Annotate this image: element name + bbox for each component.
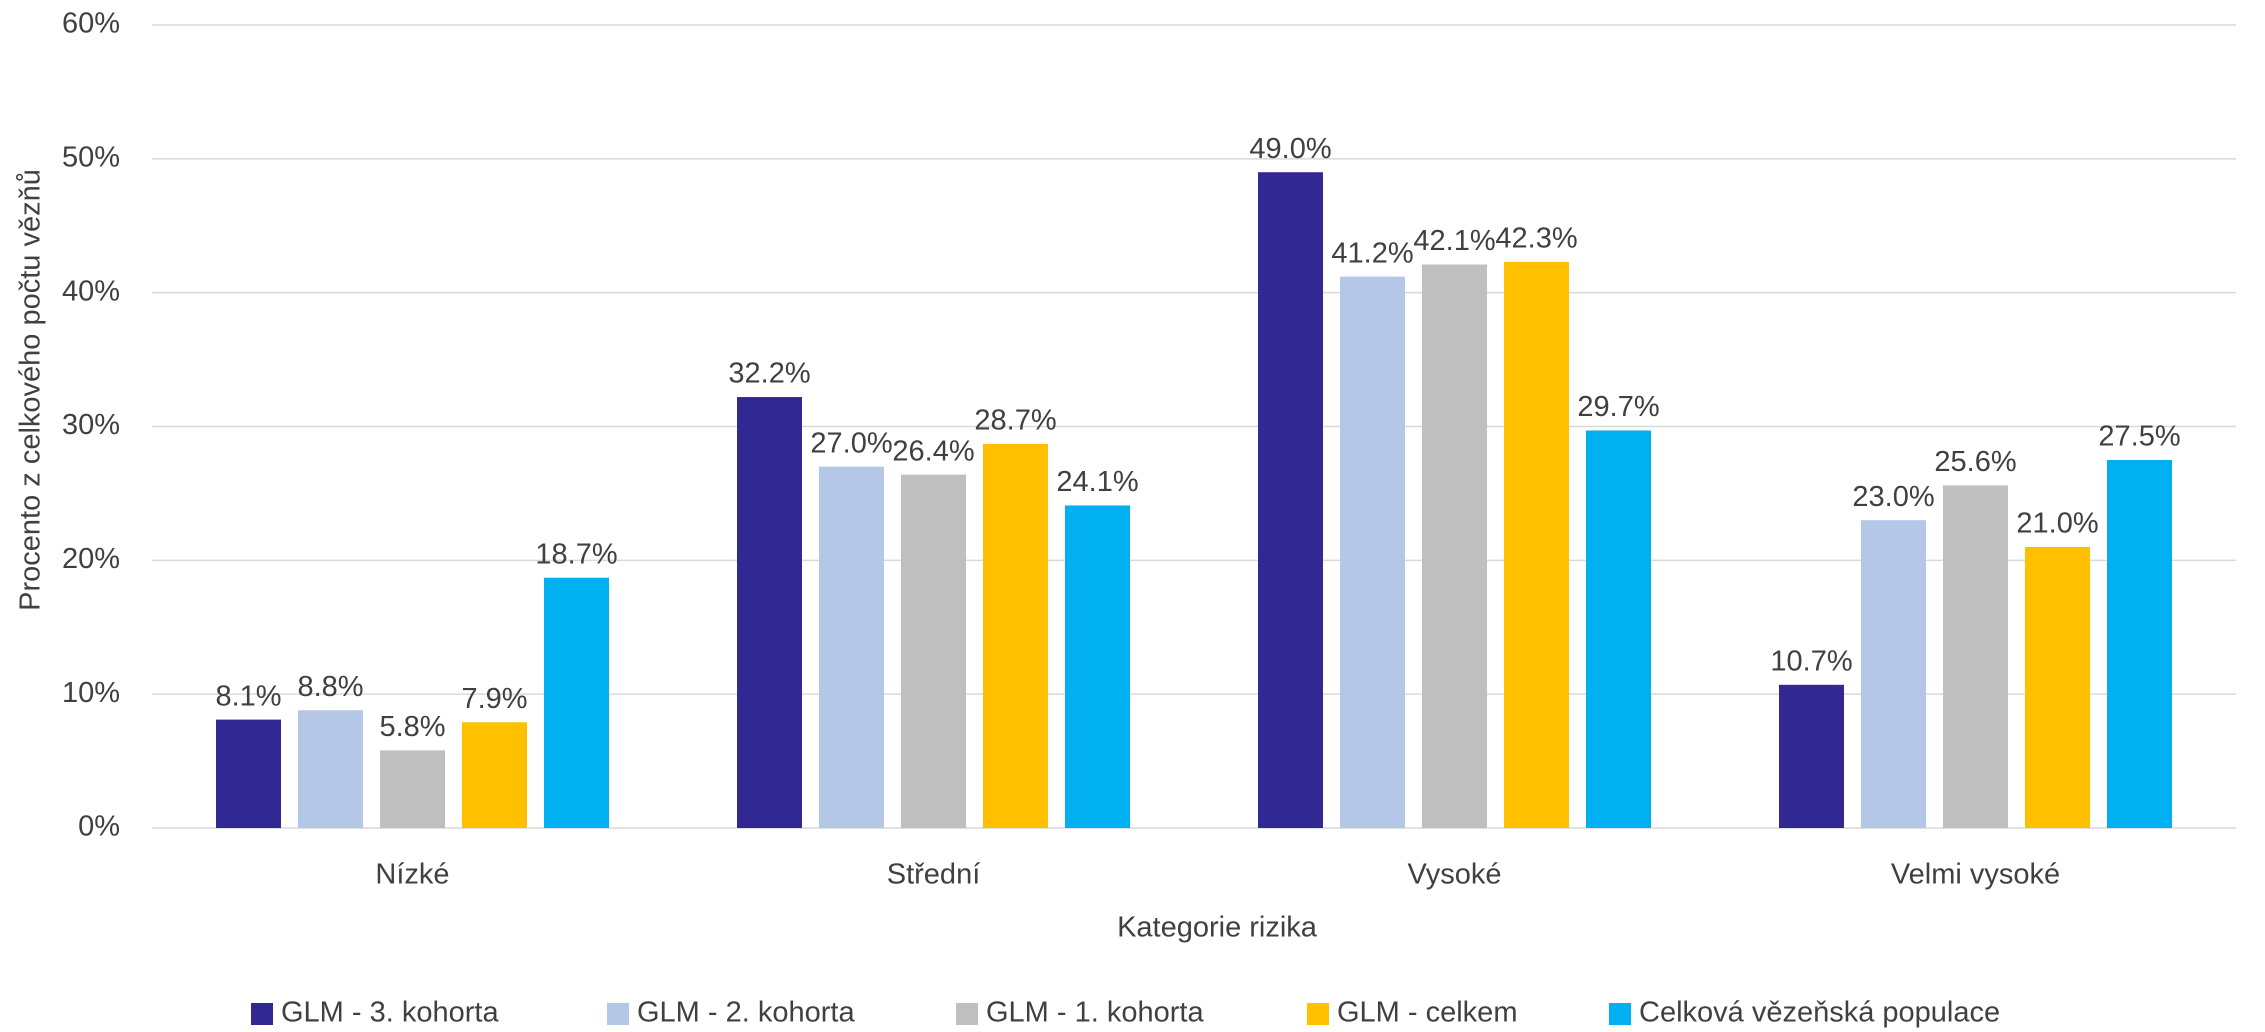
data-label: 25.6% [1934, 446, 2016, 478]
bar [2025, 546, 2090, 828]
y-tick-label: 0% [78, 811, 120, 843]
data-label: 26.4% [892, 435, 974, 467]
y-tick-label: 50% [62, 141, 120, 173]
data-label: 27.0% [810, 427, 892, 459]
y-tick-label: 60% [62, 8, 120, 40]
bar [1422, 264, 1487, 829]
bar [901, 474, 966, 828]
bar [1065, 505, 1130, 828]
bar [544, 577, 609, 828]
bar [462, 722, 527, 828]
data-label: 7.9% [461, 683, 527, 715]
y-tick-label: 20% [62, 543, 120, 575]
bar [1258, 172, 1323, 828]
legend-label: GLM - 2. kohorta [637, 997, 855, 1029]
x-tick-label: Střední [887, 859, 981, 891]
x-tick-label: Nízké [375, 859, 449, 891]
bar [819, 466, 884, 828]
legend-swatch [956, 1003, 978, 1025]
x-axis-title: Kategorie rizika [1117, 912, 1318, 944]
legend-swatch [1609, 1003, 1631, 1025]
data-label: 42.1% [1413, 225, 1495, 257]
legend-label: GLM - 1. kohorta [986, 997, 1204, 1029]
bar [737, 397, 802, 828]
data-label: 5.8% [379, 711, 445, 743]
data-label: 49.0% [1249, 133, 1331, 165]
data-label: 32.2% [728, 358, 810, 390]
x-tick-label: Vysoké [1407, 859, 1501, 891]
data-label: 27.5% [2098, 421, 2180, 453]
bar [1586, 430, 1651, 828]
legend-label: GLM - 3. kohorta [281, 997, 499, 1029]
data-label: 18.7% [535, 538, 617, 570]
x-tick-label: Velmi vysoké [1891, 859, 2060, 891]
data-label: 42.3% [1495, 223, 1577, 255]
legend-label: Celková vězeňská populace [1639, 997, 2000, 1029]
data-label: 10.7% [1770, 645, 1852, 677]
bar [1861, 520, 1926, 828]
bar [1943, 485, 2008, 828]
bar [216, 719, 281, 828]
legend-swatch [1307, 1003, 1329, 1025]
legend-label: GLM - celkem [1337, 997, 1517, 1029]
bar [380, 750, 445, 828]
bar [1779, 684, 1844, 828]
data-label: 29.7% [1577, 391, 1659, 423]
bar [298, 710, 363, 828]
bar [983, 443, 1048, 828]
y-tick-label: 40% [62, 275, 120, 307]
data-label: 28.7% [974, 405, 1056, 437]
y-axis-title: Procento z celkového počtu vězňů [15, 169, 47, 611]
data-label: 8.8% [297, 671, 363, 703]
data-label: 24.1% [1056, 466, 1138, 498]
data-label: 8.1% [215, 680, 281, 712]
legend-swatch [251, 1003, 273, 1025]
data-label: 41.2% [1331, 237, 1413, 269]
legend-swatch [607, 1003, 629, 1025]
data-label: 21.0% [2016, 508, 2098, 540]
data-label: 23.0% [1852, 481, 1934, 513]
bar [1504, 261, 1569, 828]
y-tick-label: 30% [62, 409, 120, 441]
bar [1340, 276, 1405, 828]
bar [2107, 459, 2172, 828]
y-tick-label: 10% [62, 677, 120, 709]
